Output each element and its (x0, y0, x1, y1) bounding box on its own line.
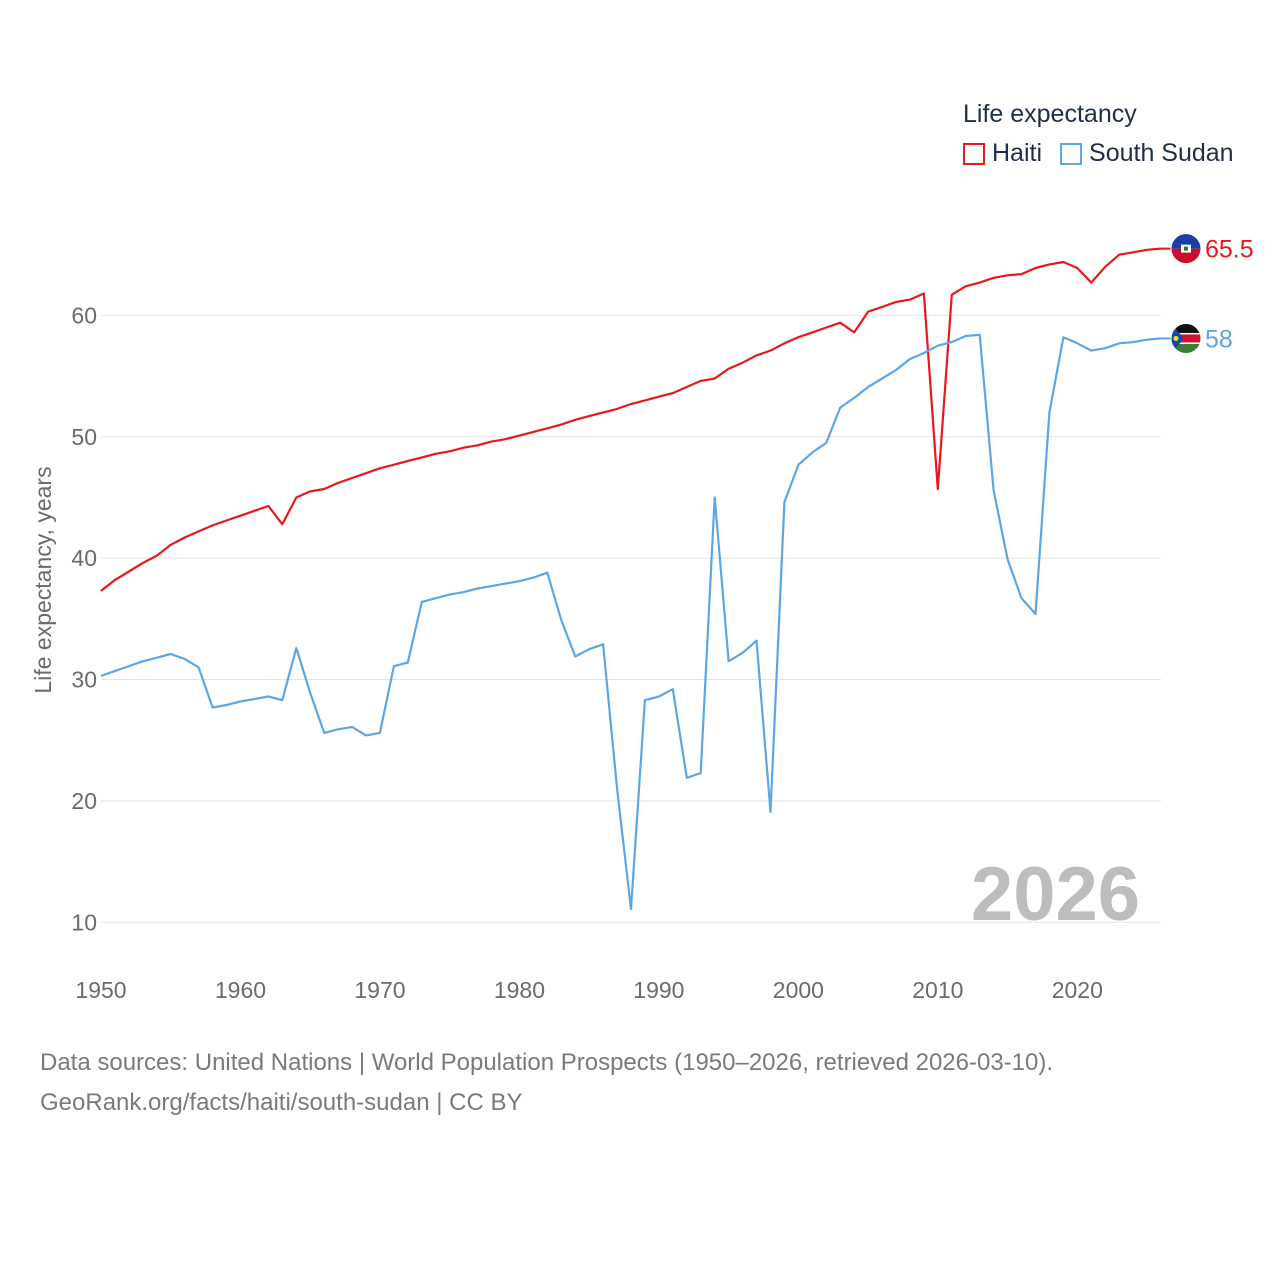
y-tick-label-30: 30 (71, 667, 97, 693)
legend-swatch-south-sudan (1060, 142, 1083, 165)
series-line-south-sudan[interactable] (100, 333, 1162, 911)
y-tick-label-60: 60 (71, 302, 97, 328)
series-lines (100, 247, 1162, 911)
legend-item-south-sudan[interactable]: South Sudan (1060, 139, 1234, 168)
end-value-label-south-sudan: 58 (1205, 325, 1233, 353)
y-tick-label-50: 50 (71, 424, 97, 450)
y-tick-label-20: 20 (71, 788, 97, 814)
series-line-haiti[interactable] (100, 247, 1162, 592)
x-tick-label-1950: 1950 (75, 977, 126, 1003)
source-line-2[interactable]: GeoRank.org/facts/haiti/south-sudan | CC… (40, 1089, 523, 1116)
end-value-label-haiti: 65.5 (1205, 236, 1254, 264)
legend: Life expectancy Haiti South Sudan (963, 100, 1252, 168)
x-tick-label-2020: 2020 (1052, 977, 1103, 1003)
south-sudan-flag-icon (1170, 322, 1202, 354)
legend-label-south-sudan: South Sudan (1089, 139, 1234, 167)
year-label: 2026 (971, 852, 1140, 937)
legend-item-haiti[interactable]: Haiti (963, 139, 1042, 168)
x-tick-label-1960: 1960 (215, 977, 266, 1003)
y-axis-ticks: 10 20 30 40 50 60 (71, 302, 97, 935)
source-note: Data sources: United Nations | World Pop… (40, 1043, 1053, 1123)
x-tick-label-1970: 1970 (354, 977, 405, 1003)
line-chart: 10 20 30 40 50 60 1950 1960 1970 1980 1990 2000 201… (30, 233, 1254, 1003)
x-tick-label-1990: 1990 (633, 977, 684, 1003)
y-axis-label: Life expectancy, years (30, 466, 56, 693)
end-markers: 65.5 58 (1161, 233, 1254, 354)
haiti-flag-icon (1170, 233, 1202, 265)
legend-title: Life expectancy (963, 100, 1137, 128)
source-line-1: Data sources: United Nations | World Pop… (40, 1049, 1054, 1076)
grid-lines (101, 314, 1161, 923)
x-tick-label-2000: 2000 (773, 977, 824, 1003)
x-tick-label-1980: 1980 (494, 977, 545, 1003)
legend-label-haiti: Haiti (992, 139, 1043, 167)
legend-swatch-haiti (963, 142, 985, 165)
x-axis-ticks: 1950 1960 1970 1980 1990 2000 2010 2020 (75, 977, 1102, 1003)
x-tick-label-2010: 2010 (912, 977, 963, 1003)
y-tick-label-10: 10 (71, 909, 97, 935)
y-tick-label-40: 40 (71, 545, 97, 571)
